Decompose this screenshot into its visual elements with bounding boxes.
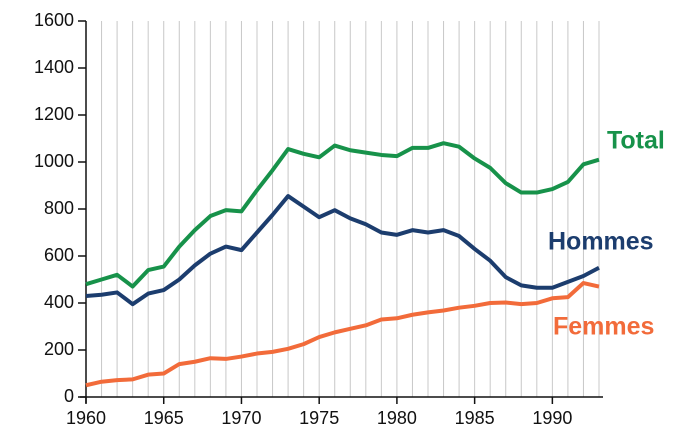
y-tick-label: 600 [44,245,74,265]
line-series [85,281,600,388]
y-tick-label: 0 [64,386,74,406]
x-tick-label: 1970 [221,408,261,428]
x-tick-label: 1980 [377,408,417,428]
series-label: Femmes [553,313,654,341]
y-tick-label: 1000 [34,151,74,171]
series-label: Total [607,127,665,155]
x-tick-label: 1965 [144,408,184,428]
y-tick-label: 1600 [34,10,74,30]
line-series [85,194,600,307]
series-label: Hommes [548,228,654,256]
x-tick-label: 1960 [66,408,106,428]
y-tick-label: 1400 [34,57,74,77]
x-tick-label: 1985 [455,408,495,428]
y-tick-label: 800 [44,198,74,218]
y-tick-label: 400 [44,292,74,312]
line-series [85,141,600,289]
x-tick-label: 1975 [299,408,339,428]
x-tick-label: 1990 [532,408,572,428]
y-tick-label: 200 [44,339,74,359]
y-tick-label: 1200 [34,104,74,124]
